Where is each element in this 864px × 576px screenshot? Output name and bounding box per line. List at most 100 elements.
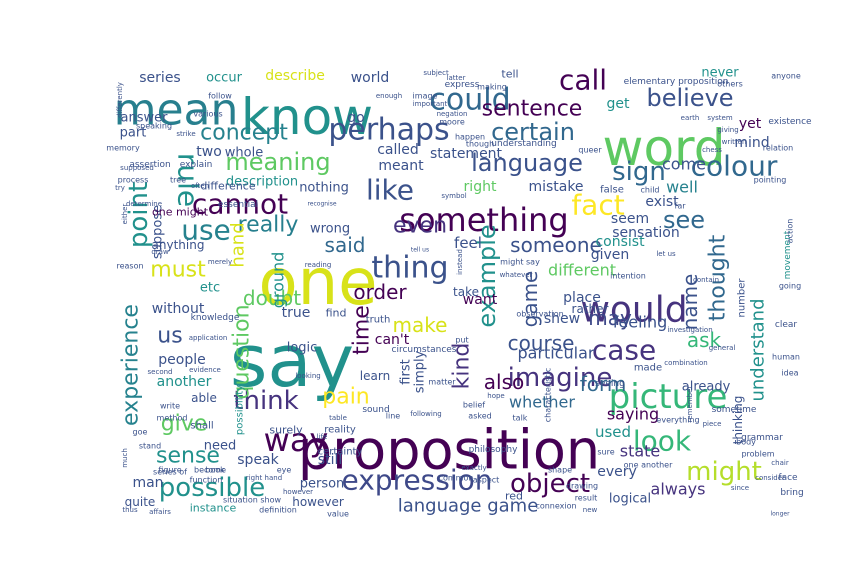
word: order [353, 280, 407, 304]
word: called [377, 142, 419, 158]
word: system [707, 114, 732, 122]
word: particular [517, 344, 594, 363]
word: true [282, 305, 311, 321]
word: doubt [243, 286, 301, 310]
word: sentence [482, 97, 583, 122]
word: asked [468, 412, 491, 421]
word: observation [516, 310, 563, 319]
word: new [583, 506, 598, 514]
word: place [563, 290, 601, 306]
word: value [327, 510, 349, 519]
word: exist [645, 194, 679, 210]
word: describe [265, 68, 325, 84]
word: another [157, 374, 212, 390]
word: speak [237, 452, 279, 468]
word: much [121, 448, 129, 468]
word: supposed [120, 164, 154, 172]
word: piece [703, 420, 722, 428]
word: grammar [741, 433, 783, 443]
word: put [455, 336, 468, 345]
word: recognise [307, 201, 336, 208]
word: determine [126, 200, 162, 208]
word: meant [378, 158, 424, 174]
word: believe [646, 84, 733, 112]
word: look [633, 425, 692, 458]
word: important [413, 100, 448, 108]
word: table [329, 414, 347, 422]
word: reading [305, 261, 332, 269]
word: belief [463, 401, 485, 410]
word: one [258, 246, 377, 320]
word: red [505, 490, 523, 503]
word: mean [114, 85, 239, 136]
word: earth [681, 114, 700, 122]
word: sign [612, 157, 666, 187]
word: may [588, 306, 632, 330]
word: ground [269, 252, 288, 309]
word: anyone [771, 72, 801, 81]
word: description [226, 175, 298, 190]
word: ask [687, 328, 722, 352]
word: either [121, 204, 129, 225]
word: game [518, 271, 542, 328]
word: imagine [508, 363, 613, 393]
word: course [508, 331, 575, 355]
word: take [453, 285, 479, 299]
word: want [463, 292, 498, 308]
word: reality [324, 425, 356, 436]
word: surely [269, 424, 303, 437]
word: shape [548, 466, 572, 475]
word: also [484, 370, 524, 394]
word: state [620, 442, 661, 461]
word: life [317, 433, 328, 441]
word: series of [153, 468, 187, 477]
word: memory [106, 144, 140, 153]
word: strike [176, 130, 195, 138]
word: feel [454, 234, 482, 252]
word: never [701, 66, 739, 81]
word: make [393, 313, 448, 337]
word: bring [780, 488, 803, 498]
word: get [607, 96, 631, 112]
word: tell us [411, 247, 429, 254]
word: proposition [298, 419, 600, 482]
word: negation [437, 110, 468, 118]
word: already [682, 380, 731, 395]
word: aspect [473, 476, 500, 485]
word: without [152, 301, 205, 317]
word: expression [341, 464, 492, 497]
word: etc [200, 281, 220, 296]
word: sometime [712, 405, 757, 415]
word: hope [487, 392, 504, 400]
word: subject [423, 69, 449, 77]
word: one another [624, 461, 673, 470]
word: perhaps [328, 113, 449, 148]
word: see [663, 206, 705, 234]
word: application [189, 334, 228, 342]
word: speaking [136, 122, 172, 131]
word: simply [413, 350, 428, 393]
word: various [193, 110, 222, 119]
word: symbol [441, 192, 466, 200]
word: following [410, 410, 441, 418]
word: looking [295, 372, 320, 380]
word: goe [133, 428, 148, 437]
word: saying [607, 405, 659, 424]
word: however [292, 495, 344, 509]
word: different [548, 261, 616, 280]
word: use [181, 214, 231, 247]
word: first [399, 359, 414, 384]
word: understanding [491, 139, 556, 149]
word: would [580, 290, 687, 331]
word: logic [287, 341, 318, 356]
word: possible [159, 473, 265, 503]
word: chess [702, 146, 722, 154]
word: let us [656, 250, 676, 258]
word: right [464, 179, 497, 195]
word: explain [180, 160, 213, 170]
word: might [686, 457, 762, 487]
word: instead [456, 249, 464, 275]
word: become [194, 466, 226, 475]
word: latter [447, 74, 466, 82]
